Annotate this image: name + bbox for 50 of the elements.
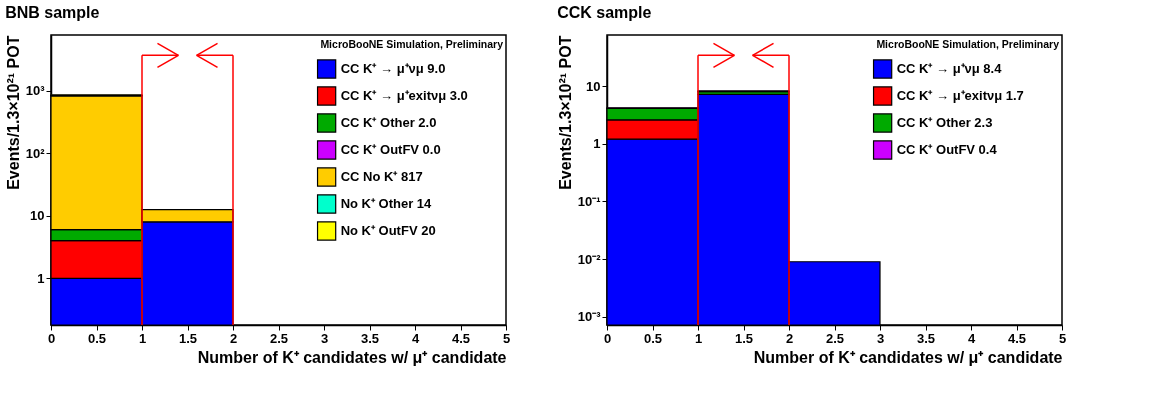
x-tick-label: 3 xyxy=(876,330,885,346)
x-tick-label: 0.5 xyxy=(87,330,107,346)
x-tick-label: 0.5 xyxy=(643,330,663,346)
x-tick-label: 2.5 xyxy=(825,330,845,346)
x-axis-title: Number of K⁺ candidates w/ μ⁺ candidate xyxy=(753,348,1063,366)
x-tick-label: 3 xyxy=(320,330,329,346)
y-axis-title: Events/1.3×10²¹ POT xyxy=(4,35,22,190)
x-tick-label: 3.5 xyxy=(360,330,380,346)
x-tick-label: 4 xyxy=(967,330,976,346)
y-tick-label: 10³ xyxy=(25,83,46,99)
x-tick-label: 1.5 xyxy=(178,330,198,346)
legend-label: CC K⁺ Other 2.3 xyxy=(896,115,993,130)
x-axis-title: Number of K⁺ candidates w/ μ⁺ candidate xyxy=(197,348,507,366)
x-tick-label: 2.5 xyxy=(269,330,289,346)
y-tick-label: 10² xyxy=(25,145,46,161)
annotation: MicroBooNE Simulation, Preliminary xyxy=(320,38,504,50)
chart-title: CCK sample xyxy=(557,4,652,21)
legend-label: CC K⁺ OutFV 0.4 xyxy=(896,142,998,157)
legend-label: CC No K⁺ 817 xyxy=(340,169,423,184)
legend-label: CC K⁺ → μ⁺νμ 9.0 xyxy=(340,61,446,76)
x-tick-label: 0 xyxy=(603,330,612,346)
legend-label: CC K⁺ → μ⁺exitνμ 3.0 xyxy=(340,88,468,103)
x-tick-label: 4.5 xyxy=(451,330,471,346)
y-axis-title: Events/1.3×10²¹ POT xyxy=(556,35,574,190)
legend-label: CC K⁺ OutFV 0.0 xyxy=(340,142,441,157)
x-tick-label: 5 xyxy=(1058,330,1067,346)
y-tick-label: 1 xyxy=(593,136,601,152)
y-tick-label: 1 xyxy=(37,270,45,286)
x-tick-label: 1.5 xyxy=(734,330,754,346)
legend-label: No K⁺ OutFV 20 xyxy=(340,223,436,238)
legend-label: No K⁺ Other 14 xyxy=(340,196,433,211)
x-tick-label: 0 xyxy=(47,330,56,346)
legend-label: CC K⁺ Other 2.0 xyxy=(340,115,437,130)
y-tick-label: 10 xyxy=(30,208,45,224)
legend-label: CC K⁺ → μ⁺exitνμ 1.7 xyxy=(896,88,1024,103)
y-tick-label: 10⁻¹ xyxy=(577,193,601,209)
legend-label: CC K⁺ → μ⁺νμ 8.4 xyxy=(896,61,1003,76)
annotation: MicroBooNE Simulation, Preliminary xyxy=(876,38,1060,50)
y-tick-label: 10 xyxy=(586,78,601,94)
x-tick-label: 1 xyxy=(138,330,147,346)
y-tick-label: 10⁻² xyxy=(577,251,602,267)
y-tick-label: 10⁻³ xyxy=(577,309,602,325)
x-tick-label: 2 xyxy=(785,330,794,346)
x-tick-label: 4.5 xyxy=(1007,330,1027,346)
x-tick-label: 2 xyxy=(229,330,238,346)
x-tick-label: 4 xyxy=(411,330,420,346)
x-tick-label: 1 xyxy=(694,330,703,346)
x-tick-label: 5 xyxy=(502,330,511,346)
chart-title: BNB sample xyxy=(5,4,100,21)
x-tick-label: 3.5 xyxy=(916,330,936,346)
